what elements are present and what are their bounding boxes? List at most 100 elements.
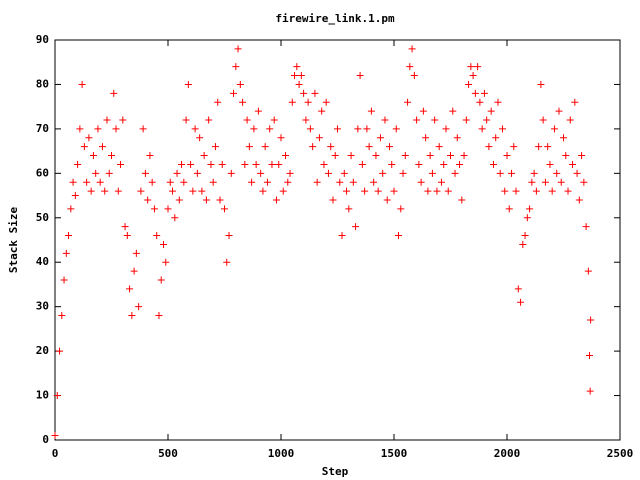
point <box>311 89 319 97</box>
point <box>211 143 219 151</box>
point <box>169 187 177 195</box>
point <box>426 152 434 160</box>
point <box>431 116 439 124</box>
point <box>94 125 102 133</box>
point <box>385 143 393 151</box>
point <box>254 107 262 115</box>
point <box>58 312 66 320</box>
point <box>83 178 91 186</box>
point <box>447 152 454 160</box>
point <box>309 143 317 151</box>
point <box>444 187 452 195</box>
point <box>546 160 554 168</box>
point <box>530 169 538 177</box>
point <box>60 276 68 284</box>
point <box>80 143 88 151</box>
point <box>358 160 366 168</box>
point <box>376 134 384 142</box>
point <box>361 187 369 195</box>
point <box>216 196 224 204</box>
point <box>286 169 294 177</box>
point <box>121 223 129 231</box>
point <box>442 125 450 133</box>
point <box>422 134 430 142</box>
point <box>512 187 520 195</box>
point <box>153 232 161 240</box>
point <box>428 169 436 177</box>
point <box>343 187 351 195</box>
point <box>496 169 504 177</box>
point <box>406 63 414 71</box>
point <box>302 116 310 124</box>
y-tick-label: 30 <box>36 300 49 313</box>
point <box>489 160 497 168</box>
point <box>415 160 423 168</box>
point <box>460 152 468 160</box>
point <box>282 152 290 160</box>
point <box>110 89 118 97</box>
point <box>521 232 529 240</box>
point <box>492 134 500 142</box>
point <box>329 196 337 204</box>
point <box>85 134 93 142</box>
y-tick-label: 50 <box>36 211 49 224</box>
point <box>392 125 400 133</box>
x-tick-label: 0 <box>52 447 59 460</box>
point <box>135 303 143 311</box>
point <box>322 98 330 106</box>
point <box>352 223 360 231</box>
point <box>148 178 156 186</box>
point <box>130 267 138 275</box>
point <box>78 80 86 88</box>
point <box>171 214 179 222</box>
point <box>553 169 561 177</box>
point <box>132 249 140 257</box>
point <box>453 134 461 142</box>
point <box>279 187 287 195</box>
point <box>367 107 375 115</box>
point <box>578 152 586 160</box>
point <box>150 205 158 213</box>
point <box>539 116 547 124</box>
point <box>345 205 353 213</box>
point <box>184 80 192 88</box>
point <box>571 98 579 106</box>
y-tick-label: 70 <box>36 122 49 135</box>
point <box>580 178 588 186</box>
point <box>193 169 201 177</box>
point <box>114 187 122 195</box>
point <box>334 125 341 133</box>
plot-border <box>54 39 621 441</box>
point <box>295 80 303 88</box>
point <box>155 312 163 320</box>
point <box>498 125 506 133</box>
point <box>205 116 213 124</box>
point <box>141 169 149 177</box>
point <box>117 160 125 168</box>
point <box>487 107 495 115</box>
point <box>96 178 104 186</box>
point <box>501 187 509 195</box>
point <box>356 72 364 80</box>
point <box>451 169 459 177</box>
point <box>250 125 258 133</box>
point <box>372 152 380 160</box>
point <box>144 196 152 204</box>
point <box>92 169 100 177</box>
point <box>566 116 574 124</box>
point <box>225 232 233 240</box>
point <box>234 45 242 53</box>
point <box>65 232 73 240</box>
point <box>555 107 563 115</box>
point <box>458 196 466 204</box>
point <box>139 125 147 133</box>
point <box>562 152 570 160</box>
point <box>381 116 389 124</box>
point <box>338 232 346 240</box>
point <box>410 72 418 80</box>
point <box>383 196 391 204</box>
point <box>474 63 482 71</box>
point <box>413 116 421 124</box>
